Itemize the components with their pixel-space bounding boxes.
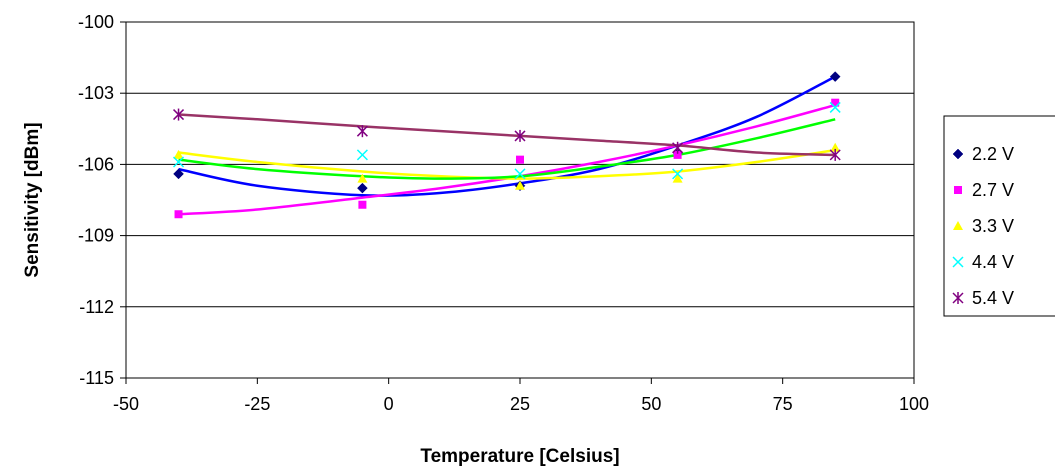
point-3-3-v: [830, 142, 841, 152]
y-axis-ticks: -100 -103 -106 -109 -112 -115: [78, 12, 126, 388]
point-2-7-v: [358, 200, 367, 209]
legend-label-2-7-v: 2.7 V: [972, 180, 1014, 200]
point-4-4-v: [514, 168, 526, 180]
legend-marker-5-4-v: [952, 292, 964, 304]
point-2-2-v: [829, 71, 841, 82]
y-tick-label: -100: [78, 12, 114, 32]
y-tick-label: -115: [79, 368, 114, 388]
trendline-4-4-v: [178, 118, 836, 180]
legend-label-5-4-v: 5.4 V: [972, 288, 1014, 308]
point-3-3-v: [515, 180, 525, 190]
point-4-4-v: [356, 149, 368, 161]
point-3-3-v: [173, 149, 184, 159]
x-tick-label: 0: [384, 394, 394, 414]
point-4-4-v: [173, 156, 185, 168]
point-2-7-v: [831, 98, 840, 107]
point-5-4-v: [672, 141, 684, 154]
x-tick-label: -25: [244, 394, 270, 414]
y-tick-label: -106: [78, 154, 114, 174]
y-tick-label: -112: [79, 297, 114, 317]
x-tick-label: 25: [510, 394, 530, 414]
point-5-4-v: [829, 148, 841, 161]
y-tick-label: -109: [78, 226, 114, 246]
point-2-7-v: [174, 210, 183, 219]
point-3-3-v: [357, 173, 368, 183]
legend-label-3-3-v: 3.3 V: [972, 216, 1014, 236]
legend-marker-4-4-v: [952, 256, 964, 268]
point-2-2-v: [357, 182, 368, 194]
legend-box: [943, 115, 1055, 317]
point-2-7-v: [516, 155, 524, 164]
point-4-4-v: [829, 101, 841, 113]
plot-area-border: [125, 21, 915, 379]
trendline-5-4-v: [178, 113, 836, 157]
data-markers: [173, 71, 841, 219]
point-5-4-v: [356, 125, 368, 138]
x-tick-label: 75: [773, 394, 793, 414]
legend-label-2-2-v: 2.2 V: [972, 144, 1014, 164]
point-5-4-v: [173, 108, 185, 121]
trendline-3-3-v: [178, 148, 836, 180]
x-tick-label: -50: [113, 394, 139, 414]
legend: 2.2 V 2.7 V 3.3 V 4.4 V 5.4 V: [943, 115, 1055, 317]
x-axis-title: Temperature [Celsius]: [420, 446, 619, 467]
point-3-3-v: [672, 173, 683, 183]
x-tick-label: 50: [641, 394, 661, 414]
point-2-2-v: [173, 168, 184, 180]
trendlines: [178, 75, 836, 216]
legend-marker-3-3-v: [953, 221, 963, 230]
legend-marker-2-7-v: [954, 186, 962, 194]
legend-marker-2-2-v: [952, 148, 964, 160]
point-4-4-v: [672, 168, 684, 180]
y-tick-label: -103: [78, 83, 114, 103]
gridlines: [126, 92, 914, 308]
x-tick-label: 100: [899, 394, 929, 414]
point-5-4-v: [514, 129, 526, 142]
legend-label-4-4-v: 4.4 V: [972, 252, 1014, 272]
point-2-7-v: [673, 150, 682, 159]
x-axis-ticks: -50 -25 0 25 50 75 100: [113, 378, 929, 414]
y-axis-title: Sensitivity [dBm]: [22, 122, 43, 277]
